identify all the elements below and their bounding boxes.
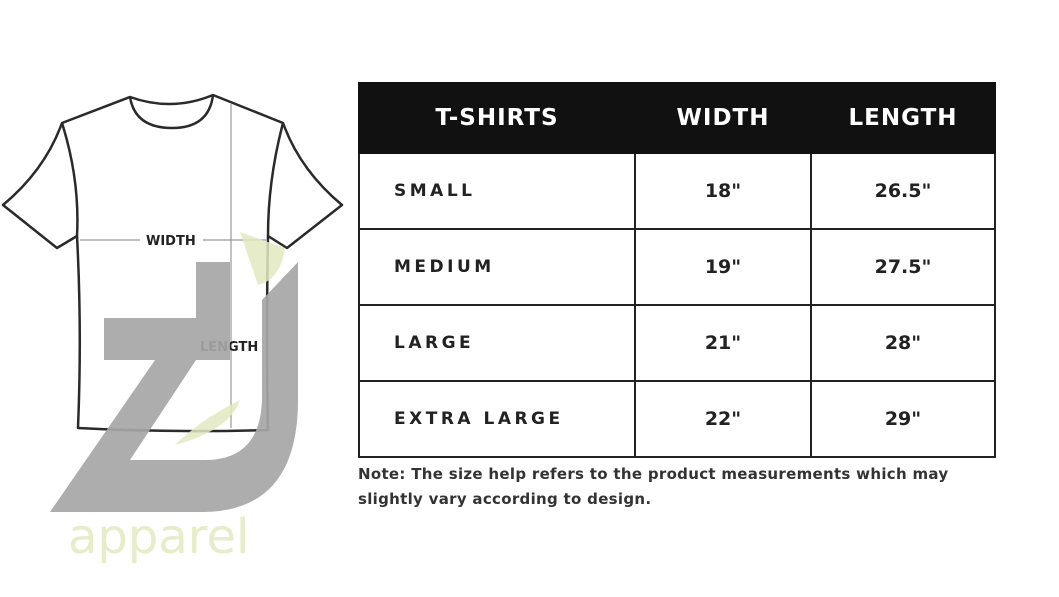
table-row: MEDIUM 19" 27.5" <box>358 228 996 306</box>
table-row: SMALL 18" 26.5" <box>358 152 996 230</box>
size-cell: EXTRA LARGE <box>358 380 636 458</box>
tshirt-outline <box>1 93 344 433</box>
length-cell: 26.5" <box>810 152 996 230</box>
size-cell: SMALL <box>358 152 636 230</box>
header-width: WIDTH <box>634 82 812 154</box>
size-note: Note: The size help refers to the produc… <box>358 465 949 508</box>
table-row: LARGE 21" 28" <box>358 304 996 382</box>
length-cell: 27.5" <box>810 228 996 306</box>
header-length: LENGTH <box>810 82 996 154</box>
brand-logo: apparel <box>50 232 298 565</box>
tshirt-diagram: WIDTH LENGTH apparel <box>1 93 344 565</box>
table-header-row: T-SHIRTS WIDTH LENGTH <box>358 82 996 154</box>
header-tshirts: T-SHIRTS <box>358 82 636 154</box>
brand-name: apparel <box>68 509 249 565</box>
width-cell: 22" <box>634 380 812 458</box>
width-label: WIDTH <box>146 234 196 249</box>
width-cell: 21" <box>634 304 812 382</box>
length-cell: 28" <box>810 304 996 382</box>
table-row: EXTRA LARGE 22" 29" <box>358 380 996 458</box>
width-cell: 18" <box>634 152 812 230</box>
size-chart-table: T-SHIRTS WIDTH LENGTH SMALL 18" 26.5" ME… <box>358 82 996 458</box>
width-cell: 19" <box>634 228 812 306</box>
length-cell: 29" <box>810 380 996 458</box>
size-cell: MEDIUM <box>358 228 636 306</box>
size-cell: LARGE <box>358 304 636 382</box>
